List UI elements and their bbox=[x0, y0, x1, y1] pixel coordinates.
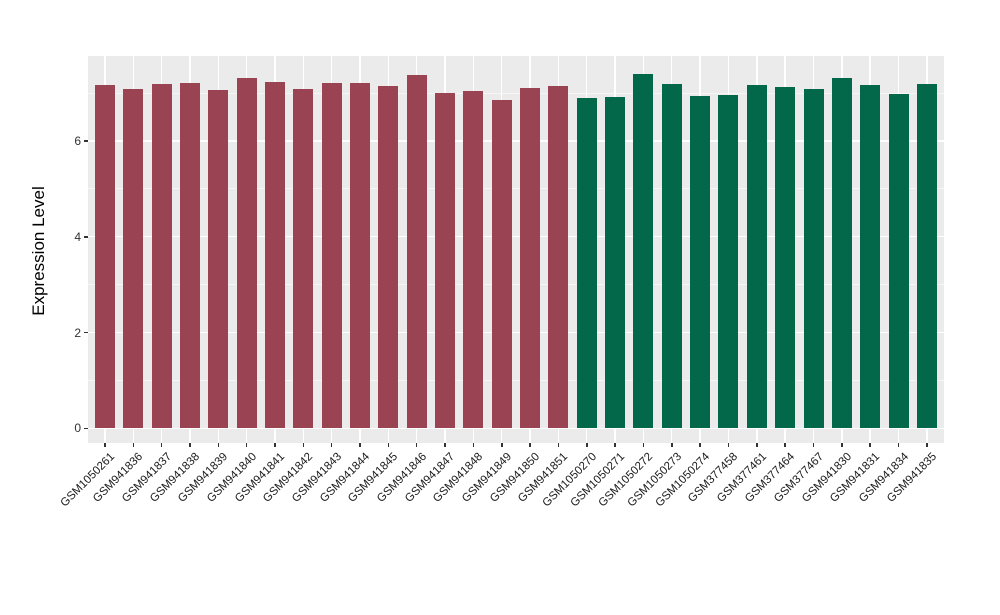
y-tick-label: 6 bbox=[74, 134, 81, 148]
y-tick-label: 0 bbox=[74, 421, 81, 436]
bar bbox=[775, 86, 796, 429]
minor-gridline bbox=[88, 188, 944, 190]
x-tick-mark bbox=[217, 443, 220, 448]
bar bbox=[463, 90, 484, 429]
minor-gridline bbox=[88, 284, 944, 286]
bar bbox=[605, 97, 626, 429]
x-tick-mark bbox=[784, 443, 786, 448]
x-tick-mark bbox=[614, 443, 616, 448]
x-tick-mark bbox=[189, 443, 191, 448]
bar bbox=[265, 82, 286, 429]
plot-panel bbox=[88, 56, 944, 443]
bar bbox=[520, 88, 541, 429]
y-tick-mark bbox=[83, 331, 88, 334]
x-tick-mark bbox=[812, 443, 815, 448]
bar bbox=[491, 99, 512, 429]
x-tick-mark bbox=[642, 443, 645, 448]
bar bbox=[95, 85, 115, 429]
bar bbox=[803, 88, 824, 429]
minor-gridline bbox=[88, 380, 944, 381]
bar bbox=[378, 86, 399, 429]
x-tick-mark bbox=[926, 443, 928, 448]
bar bbox=[548, 85, 569, 429]
bar bbox=[406, 74, 427, 429]
x-tick-mark bbox=[330, 443, 333, 448]
x-tick-mark bbox=[529, 443, 531, 448]
bar bbox=[236, 78, 257, 429]
bar bbox=[293, 88, 314, 429]
x-tick-mark bbox=[302, 443, 305, 448]
x-tick-mark bbox=[897, 443, 900, 448]
x-tick-mark bbox=[472, 443, 475, 448]
y-tick-label: 2 bbox=[74, 325, 81, 340]
major-gridline bbox=[88, 427, 944, 430]
bar bbox=[916, 83, 937, 429]
y-tick-mark bbox=[83, 427, 88, 430]
bar bbox=[746, 84, 767, 429]
x-tick-mark bbox=[160, 443, 163, 448]
x-tick-mark bbox=[274, 443, 276, 448]
x-tick-mark bbox=[671, 443, 673, 448]
bar bbox=[123, 88, 144, 429]
major-gridline bbox=[88, 331, 944, 334]
bar bbox=[888, 93, 909, 429]
x-tick-mark bbox=[387, 443, 390, 448]
bar bbox=[661, 83, 682, 429]
x-tick-mark bbox=[699, 443, 701, 448]
bar bbox=[690, 96, 711, 429]
major-gridline bbox=[88, 236, 944, 238]
bar bbox=[350, 82, 371, 429]
bar bbox=[180, 83, 201, 429]
x-tick-mark bbox=[444, 443, 446, 448]
minor-gridline bbox=[88, 92, 944, 94]
x-tick-mark bbox=[415, 443, 418, 448]
bar bbox=[321, 82, 342, 429]
bar bbox=[435, 92, 456, 429]
x-tick-mark bbox=[501, 443, 503, 448]
y-tick-label: 4 bbox=[74, 229, 81, 244]
x-tick-mark bbox=[104, 443, 106, 448]
x-tick-mark bbox=[245, 443, 248, 448]
y-tick-mark bbox=[83, 140, 88, 142]
x-tick-mark bbox=[557, 443, 560, 448]
bar bbox=[208, 90, 229, 429]
x-tick-mark bbox=[132, 443, 135, 448]
bar bbox=[151, 83, 172, 429]
x-tick-mark bbox=[359, 443, 361, 448]
x-tick-mark bbox=[869, 443, 871, 448]
bar bbox=[831, 78, 852, 429]
bar bbox=[860, 84, 881, 429]
x-tick-mark bbox=[756, 443, 758, 448]
x-tick-mark bbox=[727, 443, 730, 448]
x-tick-mark bbox=[586, 443, 588, 448]
bar bbox=[633, 73, 654, 429]
major-gridline bbox=[88, 140, 944, 142]
y-axis-title: Expression Level bbox=[29, 186, 48, 316]
bar bbox=[718, 95, 739, 429]
bar bbox=[576, 97, 597, 429]
y-tick-mark bbox=[83, 236, 88, 238]
x-tick-mark bbox=[841, 443, 843, 448]
